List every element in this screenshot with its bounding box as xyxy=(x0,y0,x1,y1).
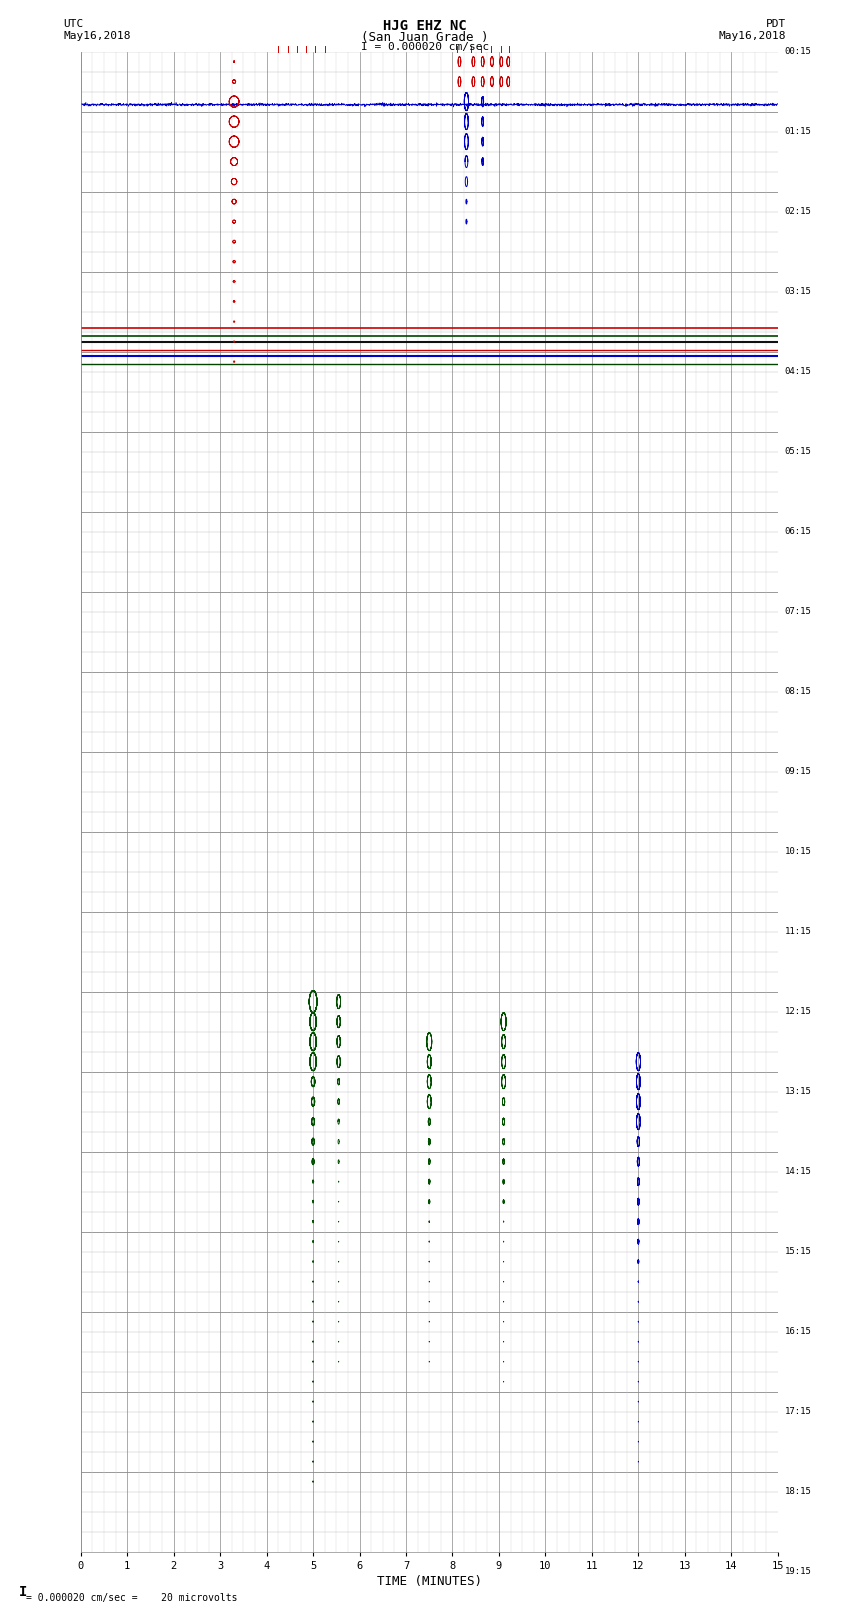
Text: (San Juan Grade ): (San Juan Grade ) xyxy=(361,31,489,44)
Text: 08:15: 08:15 xyxy=(785,687,812,697)
Text: May16,2018: May16,2018 xyxy=(64,31,131,40)
Text: 05:15: 05:15 xyxy=(785,447,812,456)
Text: 16:15: 16:15 xyxy=(785,1327,812,1336)
Text: 06:15: 06:15 xyxy=(785,527,812,536)
Text: 04:15: 04:15 xyxy=(785,368,812,376)
Text: 02:15: 02:15 xyxy=(785,206,812,216)
Text: 14:15: 14:15 xyxy=(785,1168,812,1176)
Text: = 0.000020 cm/sec =    20 microvolts: = 0.000020 cm/sec = 20 microvolts xyxy=(26,1594,237,1603)
Text: 18:15: 18:15 xyxy=(785,1487,812,1497)
Text: UTC: UTC xyxy=(64,19,84,29)
Text: 07:15: 07:15 xyxy=(785,606,812,616)
Text: 15:15: 15:15 xyxy=(785,1247,812,1257)
Text: 19:15: 19:15 xyxy=(785,1568,812,1576)
Text: HJG EHZ NC: HJG EHZ NC xyxy=(383,19,467,34)
Text: 11:15: 11:15 xyxy=(785,927,812,936)
Text: PDT: PDT xyxy=(766,19,786,29)
X-axis label: TIME (MINUTES): TIME (MINUTES) xyxy=(377,1574,482,1587)
Text: 12:15: 12:15 xyxy=(785,1007,812,1016)
Text: 00:15: 00:15 xyxy=(785,47,812,56)
Text: 10:15: 10:15 xyxy=(785,847,812,857)
Text: 17:15: 17:15 xyxy=(785,1407,812,1416)
Text: May16,2018: May16,2018 xyxy=(719,31,786,40)
Text: 03:15: 03:15 xyxy=(785,287,812,297)
Text: I: I xyxy=(19,1586,27,1600)
Text: 13:15: 13:15 xyxy=(785,1087,812,1097)
Text: 01:15: 01:15 xyxy=(785,127,812,135)
Text: I = 0.000020 cm/sec: I = 0.000020 cm/sec xyxy=(361,42,489,52)
Text: 09:15: 09:15 xyxy=(785,768,812,776)
